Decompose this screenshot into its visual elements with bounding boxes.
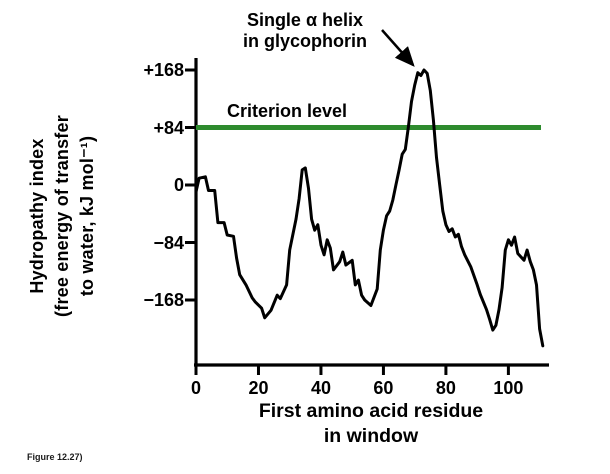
annotation-line-2: in glycophorin (243, 31, 367, 51)
hydropathy-curve (194, 68, 545, 348)
y-tick-label: −168 (143, 290, 184, 310)
axis-lines (194, 58, 549, 367)
y-tick-label: +168 (143, 60, 184, 80)
criterion-level-label: Criterion level (227, 101, 348, 121)
x-axis-title: First amino acid residue in window (240, 399, 502, 449)
y-tick-label: −84 (153, 232, 184, 253)
y-tick-label: +84 (153, 117, 184, 138)
x-tick-label: 0 (190, 378, 201, 398)
y-tick-label: 0 (173, 175, 184, 195)
figure-caption: Figure 12.27) (27, 452, 83, 462)
x-tick-labels: 0 20 40 60 80 100 (0, 377, 610, 401)
y-tick-labels: +168 +84 0 −84 −168 (126, 0, 184, 474)
x-tick-label: 40 (310, 378, 331, 398)
annotation-arrow (381, 29, 415, 67)
x-tick-label: 20 (248, 378, 269, 398)
annotation-single-alpha-helix: Single α helix in glycophorin (215, 10, 395, 52)
x-axis-title-line-2: in window (323, 425, 419, 447)
x-tick-label: 60 (373, 378, 394, 398)
annotation-line-1: Single α helix (246, 10, 364, 30)
x-tick-label: 80 (435, 378, 456, 398)
x-axis-title-line-1: First amino acid residue (258, 400, 484, 422)
x-tick-label: 100 (493, 378, 524, 398)
